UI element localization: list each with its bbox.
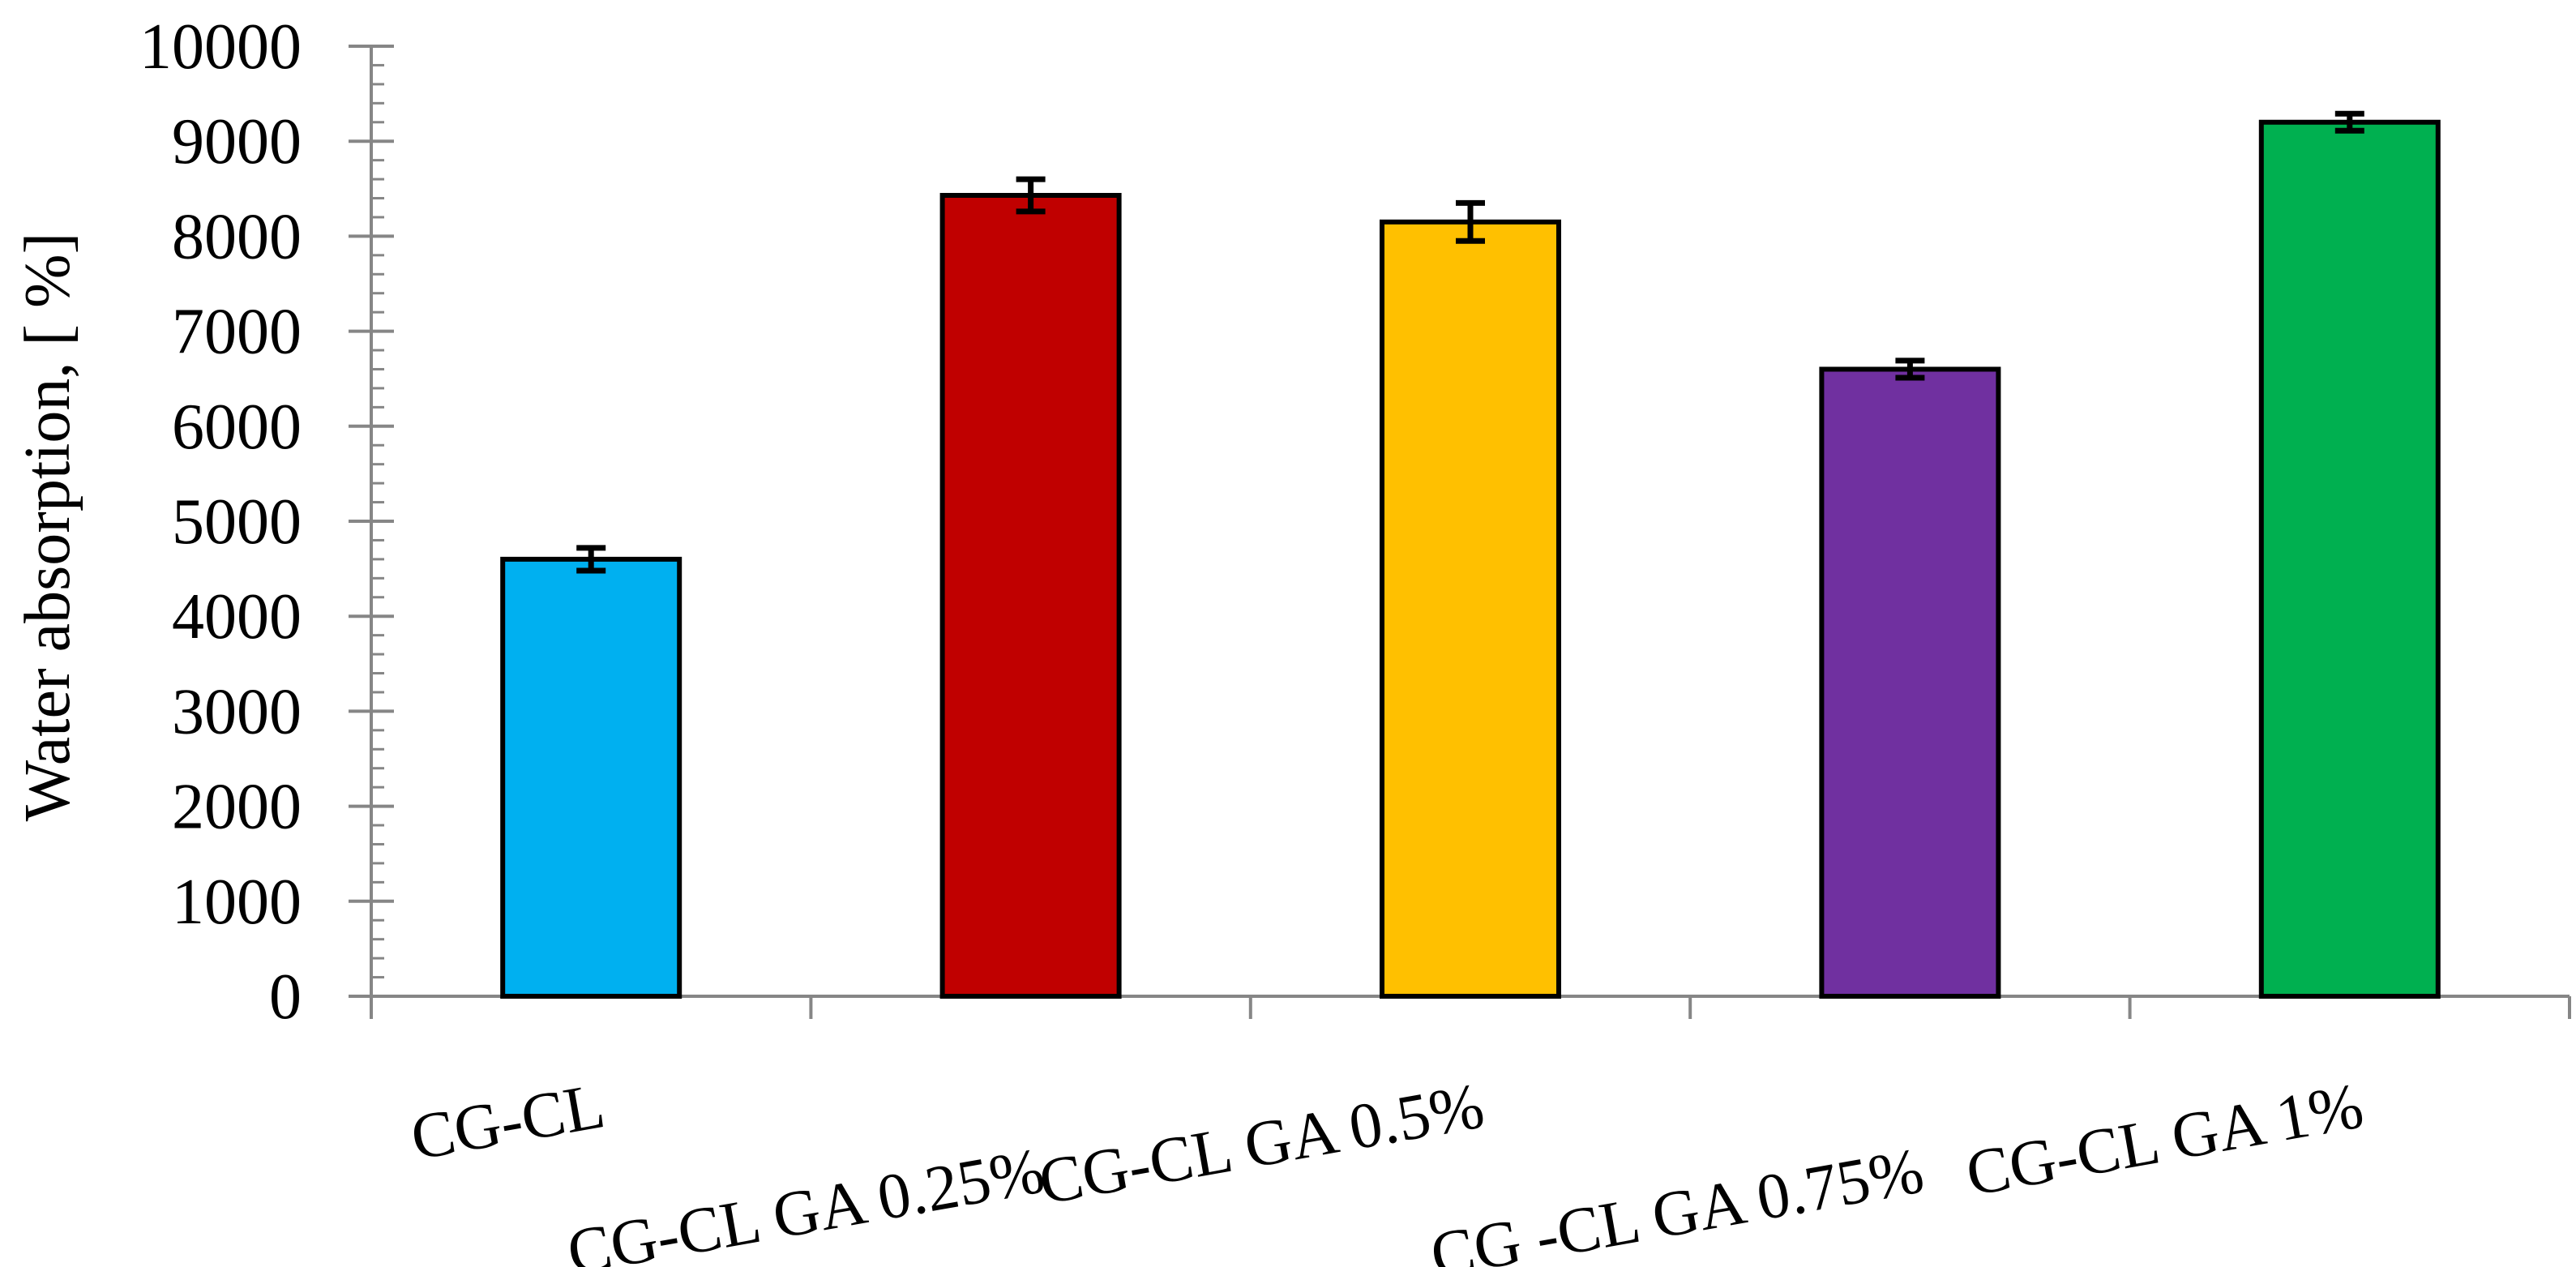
y-tick-label: 0 <box>269 961 302 1033</box>
y-tick-label: 9000 <box>172 106 302 178</box>
bar-5 <box>2258 119 2441 999</box>
bar-2 <box>939 193 1122 999</box>
y-tick-label: 2000 <box>172 772 302 843</box>
y-tick-label: 5000 <box>172 486 302 558</box>
bar-3 <box>1380 219 1561 999</box>
x-axis <box>371 995 2571 1019</box>
category-label-2: CG-CL GA 0.25% <box>563 1135 1050 1267</box>
error-bars <box>576 110 2364 574</box>
category-label-4: CG -CL GA 0.75% <box>1426 1135 1929 1267</box>
y-tick-label: 10000 <box>139 11 302 83</box>
bars <box>500 119 2441 999</box>
y-axis: 0 1000 2000 3000 4000 5000 6000 7000 8000 9000 100… <box>139 11 394 1033</box>
y-tick-label: 4000 <box>172 581 302 653</box>
y-tick-label: 7000 <box>172 297 302 368</box>
y-tick-label: 1000 <box>172 867 302 938</box>
y-tick-label: 3000 <box>172 676 302 747</box>
category-label-3: CG-CL GA 0.5% <box>1033 1070 1489 1218</box>
y-axis-title: Water absorption, [ %] <box>12 233 83 822</box>
bar-4 <box>1819 366 2001 999</box>
category-label-5: CG-CL GA 1% <box>1961 1070 2368 1210</box>
category-label-1: CG-CL <box>406 1070 610 1174</box>
bar-1 <box>500 556 683 999</box>
y-tick-label: 6000 <box>172 392 302 463</box>
y-tick-label: 8000 <box>172 201 302 272</box>
